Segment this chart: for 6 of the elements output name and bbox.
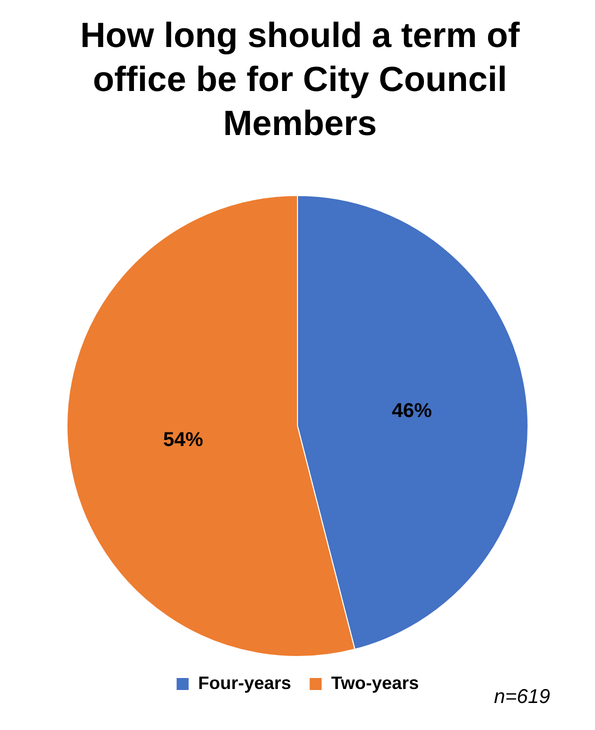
data-label: 46% xyxy=(392,400,432,422)
chart-title: How long should a term of office be for City Council Members xyxy=(79,15,521,145)
text: n=619 xyxy=(494,686,550,709)
data-label: 54% xyxy=(163,428,204,451)
legend-label: Two-years xyxy=(331,672,419,693)
legend-label: Four-years xyxy=(198,672,292,693)
